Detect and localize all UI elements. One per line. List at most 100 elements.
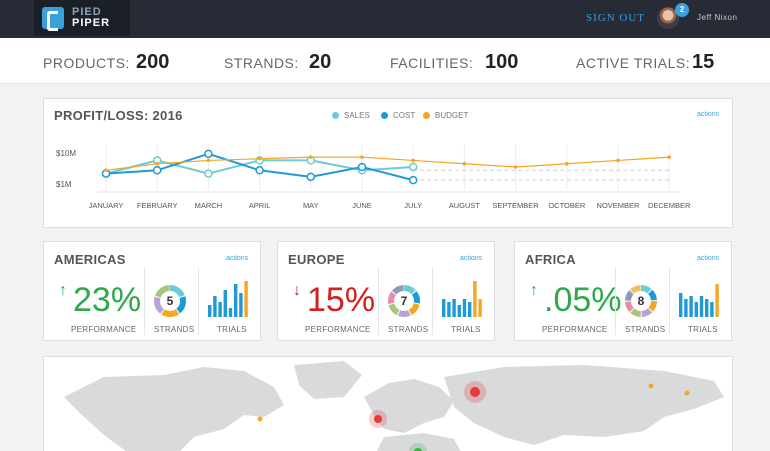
performance-label: PERFORMANCE [542, 325, 608, 334]
data-point-budget[interactable] [104, 168, 108, 173]
data-point-sales[interactable] [408, 162, 418, 172]
performance-arrow-icon: ↑ [530, 282, 538, 299]
region-title: AMERICAS [54, 252, 126, 267]
trial-bar [478, 299, 482, 317]
data-point-budget[interactable] [360, 155, 364, 159]
north-america-shape [64, 367, 284, 451]
data-point-budget[interactable] [411, 158, 416, 163]
strands-label: STRANDS [388, 325, 429, 334]
trial-bar [468, 302, 472, 317]
data-point-cost[interactable] [408, 175, 418, 185]
performance-value: .05% [544, 281, 622, 319]
strands-count: 5 [166, 294, 174, 308]
data-point-cost[interactable] [357, 162, 367, 172]
data-point-budget[interactable] [257, 156, 262, 161]
trial-bar [710, 302, 714, 317]
donut-segment [388, 285, 420, 317]
performance-arrow-icon: ↓ [293, 282, 301, 299]
legend-budget-swatch [423, 112, 430, 119]
strands-donut-chart[interactable] [387, 284, 421, 318]
logo-text-bottom: PIPER [72, 17, 111, 29]
user-avatar[interactable] [657, 7, 679, 29]
asia-shape [444, 365, 724, 445]
profit-loss-title: PROFIT/LOSS: 2016 [54, 108, 183, 123]
data-point-cost[interactable] [306, 172, 316, 182]
region-actions-link[interactable]: actions [460, 255, 483, 262]
data-point-budget[interactable] [155, 161, 159, 166]
donut-segment [154, 285, 186, 317]
active-trials-label: ACTIVE TRIALS: [576, 55, 691, 71]
trials-label: TRIALS [451, 325, 481, 334]
facilities-label: FACILITIES: [390, 55, 474, 71]
map-marker[interactable] [648, 383, 654, 389]
trial-bar [223, 290, 227, 317]
trials-bar-chart[interactable] [442, 279, 486, 317]
products-label: PRODUCTS: [43, 55, 130, 71]
data-point-budget[interactable] [309, 155, 313, 159]
data-point-budget[interactable] [667, 155, 671, 159]
region-actions-link[interactable]: actions [226, 255, 249, 262]
notification-badge[interactable]: 2 [675, 3, 689, 17]
data-point-cost[interactable] [255, 166, 264, 175]
trials-label: TRIALS [688, 325, 718, 334]
trial-bar [689, 296, 693, 317]
data-point-budget[interactable] [206, 158, 211, 163]
region-card-africa [514, 241, 732, 341]
data-point-cost[interactable] [152, 166, 162, 175]
world-map-land [64, 361, 724, 451]
region-title: AFRICA [525, 252, 576, 267]
trial-bar [462, 299, 467, 317]
trial-bar [239, 293, 243, 317]
x-tick-label: OCTOBER [548, 201, 586, 210]
trial-bar [699, 296, 704, 317]
x-tick-label: JUNE [352, 201, 372, 210]
map-marker[interactable] [414, 448, 422, 451]
performance-value: 15% [307, 281, 376, 319]
map-marker-halo [409, 443, 427, 451]
trial-bar [679, 293, 683, 317]
strands-label: STRANDS [154, 325, 195, 334]
products-value: 200 [136, 51, 170, 73]
legend-sales[interactable]: SALES [332, 111, 370, 120]
performance-label: PERFORMANCE [305, 325, 371, 334]
x-tick-label: SEPTEMBER [492, 201, 539, 210]
region-actions-link[interactable]: actions [697, 255, 720, 262]
x-tick-label: NOVEMBER [597, 201, 641, 210]
trial-bar [244, 281, 248, 317]
username[interactable]: Jeff Nixon [697, 13, 738, 22]
strands-donut-chart[interactable] [153, 284, 187, 318]
pied-piper-logo[interactable]: PIED PIPER [34, 0, 130, 36]
trial-bar [452, 299, 456, 317]
trial-bar [684, 299, 688, 317]
trial-bar [694, 302, 698, 317]
trials-bar-chart[interactable] [208, 279, 252, 317]
profit-loss-actions-link[interactable]: actions [697, 111, 720, 118]
performance-arrow-icon: ↑ [59, 282, 67, 299]
card-divider [615, 267, 616, 335]
map-marker[interactable] [374, 415, 382, 423]
map-marker[interactable] [684, 390, 690, 396]
data-point-cost[interactable] [204, 149, 213, 159]
card-divider [378, 267, 379, 335]
map-marker[interactable] [257, 416, 263, 422]
trial-bar [208, 305, 212, 317]
trial-bar [228, 308, 233, 317]
donut-segment [388, 285, 420, 317]
data-point-budget[interactable] [565, 161, 569, 166]
map-marker[interactable] [470, 387, 480, 397]
summary-stats-bar: PRODUCTS: 200 STRANDS: 20 FACILITIES: 10… [0, 38, 770, 84]
strands-donut-chart[interactable] [624, 284, 658, 318]
africa-shape [377, 433, 461, 451]
sign-out-link[interactable]: SIGN OUT [586, 12, 646, 24]
legend-budget[interactable]: BUDGET [423, 111, 468, 120]
legend-cost[interactable]: COST [381, 111, 415, 120]
data-point-budget[interactable] [513, 165, 518, 169]
trial-bar [473, 281, 477, 317]
performance-label: PERFORMANCE [71, 325, 137, 334]
data-point-sales[interactable] [204, 169, 213, 178]
data-point-budget[interactable] [616, 158, 620, 163]
data-point-budget[interactable] [462, 161, 467, 166]
trials-bar-chart[interactable] [679, 279, 723, 317]
card-divider [198, 267, 199, 335]
strands-label: STRANDS [625, 325, 666, 334]
